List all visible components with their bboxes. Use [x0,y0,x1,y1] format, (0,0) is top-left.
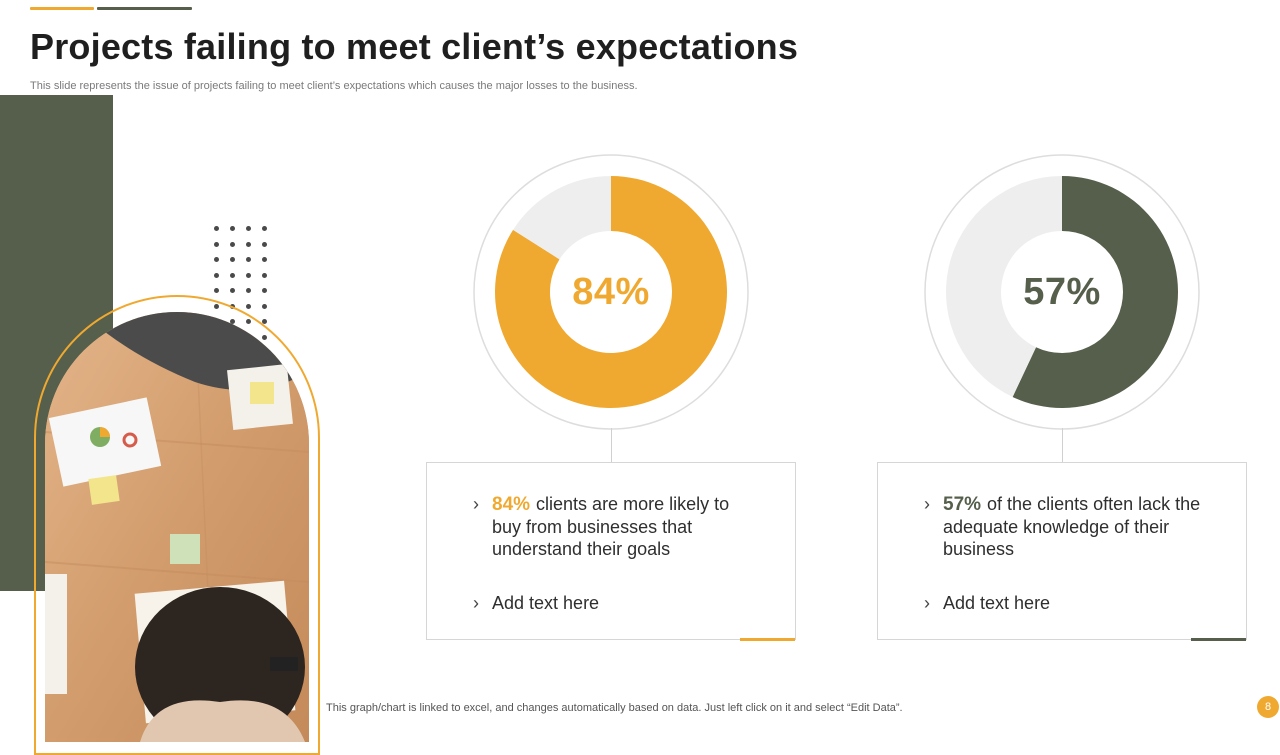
donut-value-label: 57% [1023,270,1101,313]
stat-percent: 57% [943,494,982,515]
donut-slice-remainder [946,176,1062,397]
slide-title: Projects failing to meet client’s expect… [30,26,799,67]
donut-slice-value [495,176,727,408]
chevron-right-icon: › [473,593,479,613]
office-desk-photo [45,312,309,742]
stat-bullet: › 57% of the clients often lack the adequ… [924,493,1206,560]
stat-description: clients are more likely to buy from busi… [492,494,730,559]
chevron-right-icon: › [924,494,930,514]
donut-value-label: 84% [572,270,650,313]
page-number-badge: 8 [1257,696,1279,718]
chevron-right-icon: › [924,593,930,613]
donut-slice-value [1012,176,1178,409]
donut-chart-svg [924,154,1200,430]
donut-chart-svg [473,154,749,430]
placeholder-bullet: › Add text here [924,592,1206,614]
slide-subtitle: This slide represents the issue of proje… [30,80,638,92]
chart-footnote: This graph/chart is linked to excel, and… [326,702,903,714]
placeholder-bullet: › Add text here [473,592,755,614]
photo-illustration [45,312,309,742]
accent-bar-orange [30,7,94,10]
card-accent-underline [740,638,795,641]
accent-bar-green [97,7,192,10]
connector-line [611,428,612,463]
donut-slice-remainder [513,176,611,260]
stat-card: › 84% clients are more likely to buy from… [426,462,796,641]
stat-percent: 84% [492,494,531,515]
placeholder-text: Add text here [943,593,1051,613]
stat-bullet: › 84% clients are more likely to buy from… [473,493,755,560]
connector-line [1062,428,1063,463]
donut-chart-84: 84% [471,152,751,432]
chevron-right-icon: › [473,494,479,514]
card-accent-underline [1191,638,1246,641]
placeholder-text: Add text here [492,593,600,613]
stat-card: › 57% of the clients often lack the adequ… [877,462,1247,641]
stat-description: of the clients often lack the adequate k… [943,494,1201,559]
donut-chart-57: 57% [922,152,1202,432]
